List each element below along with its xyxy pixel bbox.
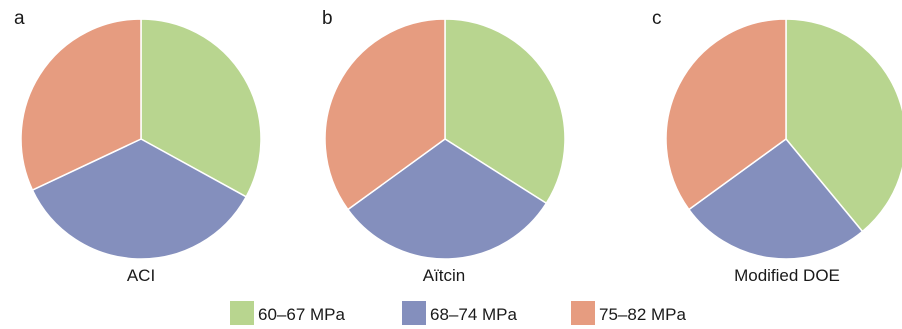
pie-aci xyxy=(20,18,262,260)
pie-modified-doe xyxy=(665,18,902,260)
pie-slice-modified-doe-75-82-mpa xyxy=(665,18,787,211)
pie-slice-modified-doe-68-74-mpa xyxy=(688,138,864,260)
legend: 60–67 MPa 68–74 MPa 75–82 MPa xyxy=(230,301,686,325)
legend-label-68-74: 68–74 MPa xyxy=(430,305,517,324)
pie-slice-modified-doe-60-67-mpa xyxy=(785,18,902,233)
caption-aitcin: Aïtcin xyxy=(423,266,466,285)
pie-slice-a-tcin-75-82-mpa xyxy=(324,18,446,211)
panel-label-c: c xyxy=(652,8,662,29)
pie-slice-aci-60-67-mpa xyxy=(140,18,262,198)
legend-label-60-67: 60–67 MPa xyxy=(258,305,345,324)
caption-modified-doe: Modified DOE xyxy=(734,266,840,285)
panel-label-a: a xyxy=(14,8,25,29)
panel-label-b: b xyxy=(322,8,333,29)
pie-aitcin xyxy=(324,18,566,260)
legend-swatch-68-74 xyxy=(402,301,426,325)
panel-c: c Modified DOE xyxy=(652,8,902,285)
legend-label-75-82: 75–82 MPa xyxy=(599,305,686,324)
legend-swatch-60-67 xyxy=(230,301,254,325)
pie-slice-aci-68-74-mpa xyxy=(31,138,247,260)
panel-b: b Aïtcin xyxy=(322,8,566,285)
pie-slice-aci-75-82-mpa xyxy=(20,18,142,191)
caption-aci: ACI xyxy=(127,266,155,285)
pie-slice-a-tcin-68-74-mpa xyxy=(347,138,548,260)
panel-a: a ACI xyxy=(14,8,262,285)
legend-swatch-75-82 xyxy=(571,301,595,325)
